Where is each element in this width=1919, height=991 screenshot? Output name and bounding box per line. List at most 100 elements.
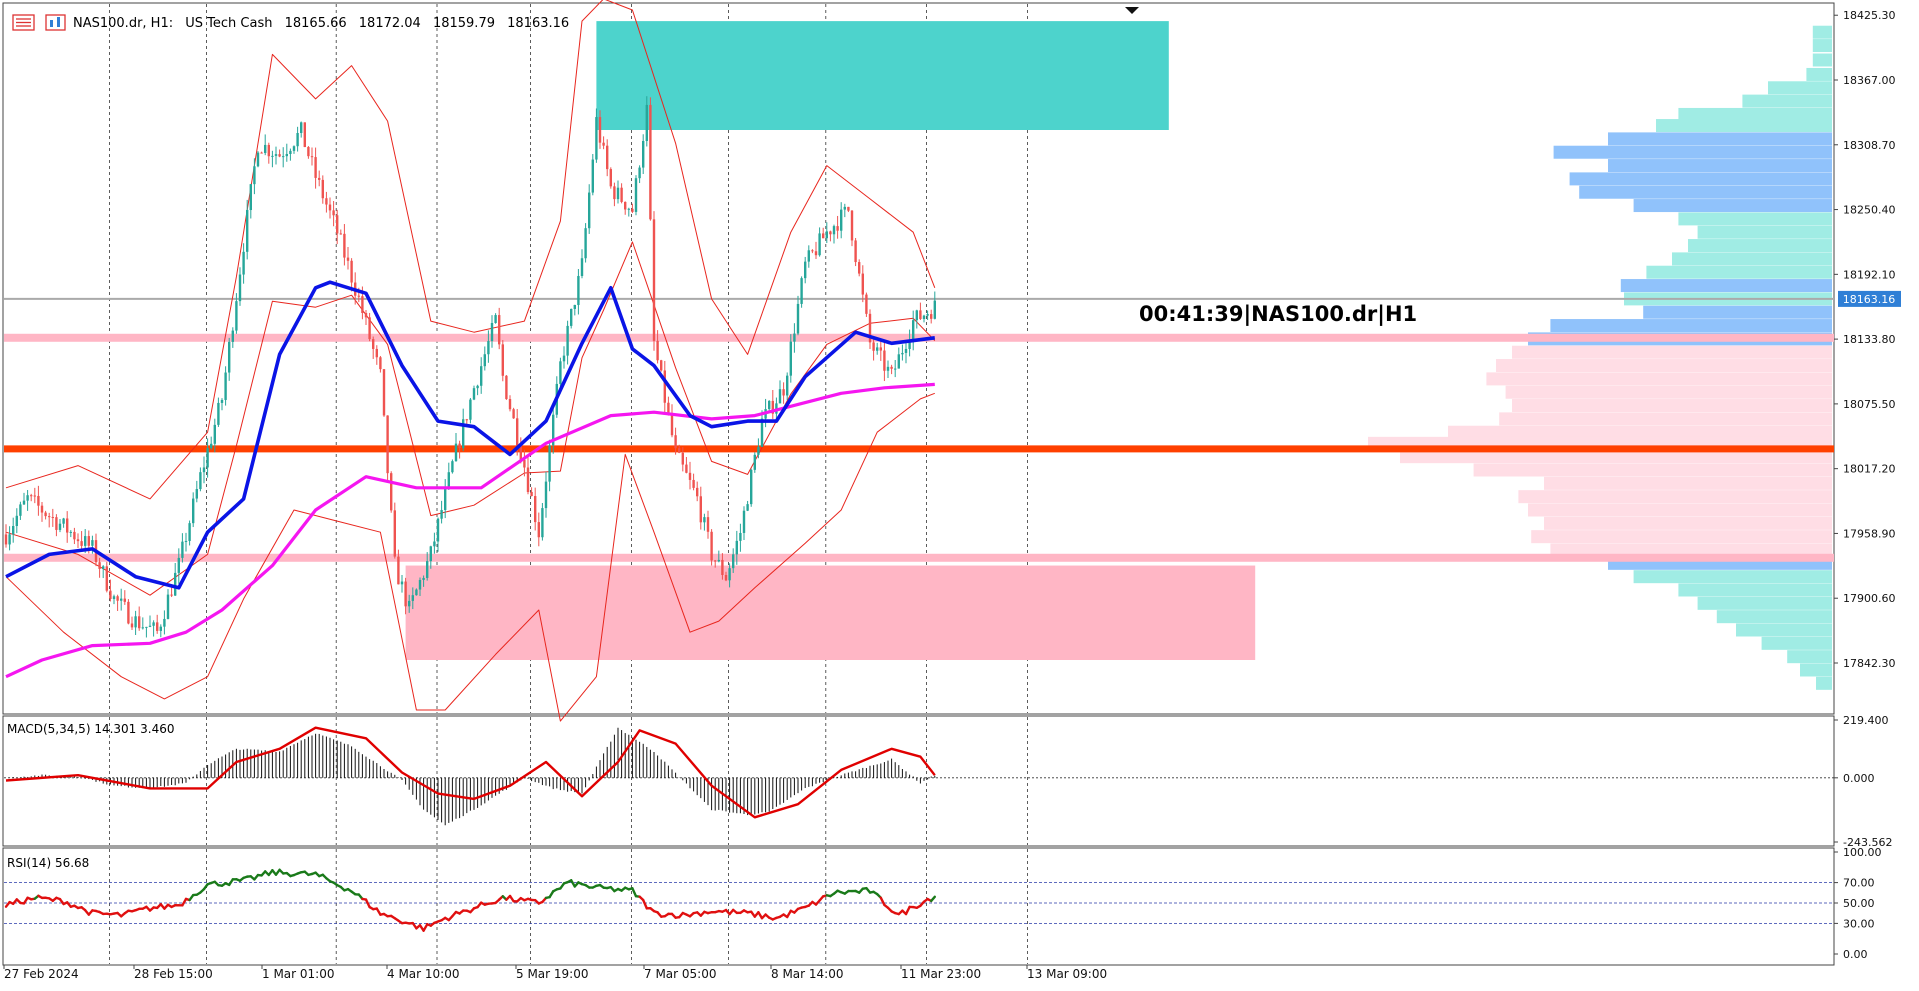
candle-body (304, 122, 306, 147)
candle-body (149, 626, 151, 627)
profile-bar (1672, 252, 1832, 265)
time-tick-label: 28 Feb 15:00 (134, 967, 213, 981)
candle-body (5, 534, 7, 544)
candle-body (736, 541, 738, 554)
axis-tick-label: 18017.20 (1843, 463, 1896, 476)
time-tick-label: 4 Mar 10:00 (387, 967, 460, 981)
candle-body (703, 517, 705, 522)
candle-body (221, 400, 223, 403)
candle-body (228, 342, 230, 373)
candle-body (858, 262, 860, 274)
candle-body (480, 366, 482, 386)
symbol-description: US Tech Cash (185, 16, 272, 31)
candle-body (37, 496, 39, 506)
profile-bar (1816, 677, 1832, 690)
candle-body (66, 518, 68, 532)
candle-body (502, 344, 504, 375)
candle-body (847, 207, 849, 211)
chart-menu-icon[interactable] (13, 15, 34, 30)
profile-bar (1736, 624, 1832, 637)
candle-body (721, 560, 723, 575)
candle-body (322, 180, 324, 198)
candle-body (793, 334, 795, 342)
candle-body (113, 596, 115, 599)
candle-body (746, 504, 748, 511)
candle-body (242, 252, 244, 275)
candle-body (163, 619, 165, 627)
profile-bar (1813, 26, 1832, 39)
candle-body (624, 202, 626, 210)
candle-body (700, 496, 702, 522)
candle-body (232, 331, 234, 342)
profile-bar (1634, 570, 1832, 583)
axis-tick-label: 50.00 (1843, 897, 1875, 910)
candle-body (437, 519, 439, 542)
macd-title: MACD(5,34,5) 14.301 3.460 (7, 722, 174, 736)
time-tick-label: 11 Mar 23:00 (901, 967, 981, 981)
candle-body (160, 627, 162, 631)
candle-body (275, 154, 277, 156)
axis-tick-label: 0.000 (1843, 772, 1875, 785)
candle-body (138, 616, 140, 628)
candle-body (397, 557, 399, 585)
candle-body (862, 274, 864, 295)
candle-body (613, 186, 615, 199)
candle-body (336, 215, 338, 233)
candle-body (538, 522, 540, 537)
axis-tick-label: 0.00 (1843, 948, 1868, 961)
candle-body (70, 532, 72, 533)
candle-body (250, 184, 252, 210)
profile-bar (1787, 650, 1832, 663)
profile-bar (1499, 412, 1832, 425)
candle-body (797, 304, 799, 334)
candle-body (732, 554, 734, 568)
teal-zone (596, 21, 1168, 130)
candle-body (257, 153, 259, 167)
candle-body (829, 231, 831, 234)
candle-body (667, 403, 669, 413)
profile-bar (1762, 637, 1832, 650)
candle-body (682, 453, 684, 465)
ohlc-low: 18159.79 (433, 16, 495, 31)
ohlc-open: 18165.66 (285, 16, 347, 31)
candle-body (16, 516, 18, 526)
candle-body (919, 310, 921, 319)
rsi-title: RSI(14) 56.68 (7, 856, 89, 870)
symbol-icon[interactable] (46, 15, 65, 30)
candle-body (404, 582, 406, 607)
candle-body (361, 296, 363, 313)
candle-body (718, 560, 720, 561)
candle-body (52, 517, 54, 518)
candle-body (408, 601, 410, 606)
svg-text:NAS100.dr, H1: US Tech: NAS100.dr, H1: US Tech Cash 18165.66 181… (73, 16, 569, 31)
axis-tick-label: 219.400 (1843, 714, 1889, 727)
profile-bar (1570, 172, 1832, 185)
profile-bar (1608, 159, 1832, 172)
candle-body (458, 444, 460, 448)
candle-body (217, 403, 219, 425)
candle-body (134, 616, 136, 627)
candle-body (91, 540, 93, 546)
axis-tick-label: 18367.00 (1843, 74, 1896, 87)
candle-body (653, 219, 655, 341)
candle-body (692, 480, 694, 488)
candle-body (422, 578, 424, 580)
axis-tick-label: 17842.30 (1843, 657, 1896, 670)
candle-body (498, 315, 500, 344)
candle-body (289, 151, 291, 154)
ohlc-high: 18172.04 (359, 16, 421, 31)
profile-bar (1512, 346, 1832, 359)
candle-body (196, 489, 198, 499)
candle-body (300, 122, 302, 133)
candle-body (905, 349, 907, 353)
candle-body (854, 240, 856, 262)
chart-header: NAS100.dr, H1: US Tech Cash 18165.66 181… (13, 15, 569, 31)
candle-body (512, 409, 514, 418)
candle-body (646, 105, 648, 141)
candle-body (545, 482, 547, 508)
profile-bar (1554, 146, 1832, 159)
candle-body (818, 233, 820, 255)
candle-body (934, 301, 936, 319)
